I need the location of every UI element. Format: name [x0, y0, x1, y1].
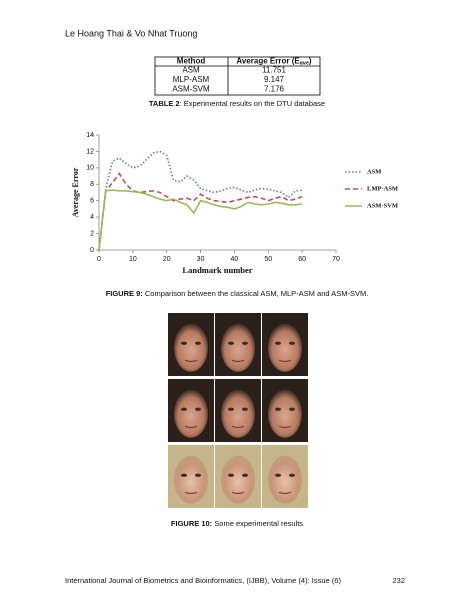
face	[221, 455, 255, 504]
face	[174, 323, 208, 372]
caption-label: FIGURE 9:	[106, 289, 143, 298]
running-header: Le Hoang Thai & Vo Nhat Truong	[65, 28, 197, 38]
y-tick-label: 8	[90, 181, 94, 188]
table-header: Method	[177, 57, 206, 66]
eye	[195, 473, 201, 477]
series-line	[98, 172, 303, 251]
caption-label: TABLE 2	[149, 99, 180, 108]
caption-label: FIGURE 10:	[171, 519, 212, 528]
x-tick-label: 50	[264, 256, 272, 263]
table: Method Average Error (Eave) ASM 11.751 MLP…	[154, 56, 321, 96]
eye	[181, 341, 187, 345]
eye	[242, 407, 248, 411]
table-cell: ASM-SVM	[172, 85, 210, 94]
x-tick-label: 0	[97, 256, 101, 263]
caption-text: Some experimental results	[212, 519, 303, 528]
eye	[181, 407, 187, 411]
table-header-end: )	[309, 57, 312, 66]
eye	[242, 473, 248, 477]
figure-caption: FIGURE 10: Some experimental results	[171, 519, 303, 528]
face	[174, 455, 208, 504]
y-tick-label: 4	[90, 214, 94, 221]
eye	[289, 341, 295, 345]
legend-label: ASM-SVM	[367, 202, 398, 209]
x-tick-label: 20	[163, 256, 171, 263]
y-tick-label: 10	[86, 165, 94, 172]
table-cell: ASM	[182, 66, 200, 75]
mouth	[184, 491, 198, 495]
table-cell: 9.147	[264, 75, 285, 84]
eye	[275, 473, 281, 477]
footer-page: 232	[392, 576, 405, 585]
mouth	[278, 359, 292, 363]
legend-label: ASM	[367, 168, 381, 175]
footer-journal: International Journal of Biometrics and …	[65, 576, 341, 585]
x-tick-label: 30	[197, 256, 205, 263]
eye	[275, 407, 281, 411]
eye	[289, 473, 295, 477]
legend-label: LMP-ASM	[367, 185, 398, 192]
table-cell: 11.751	[262, 66, 286, 75]
face	[221, 389, 255, 438]
table-header-sub: ave	[300, 61, 309, 67]
eye	[228, 473, 234, 477]
x-tick-label: 40	[231, 256, 239, 263]
x-tick-label: 10	[129, 256, 137, 263]
chart: 0 2 4 6 8 10 12 14 0 10 20 30 40 50 60 70 Landmark numbe…	[71, 132, 398, 275]
table-cell: 7.176	[264, 85, 285, 94]
eye	[228, 407, 234, 411]
table-header-text: Average Error (E	[236, 57, 300, 66]
series-line	[98, 150, 303, 251]
eye	[242, 341, 248, 345]
face	[221, 323, 255, 372]
y-tick-label: 2	[90, 230, 94, 237]
face	[268, 389, 302, 438]
mouth	[184, 359, 198, 363]
face-grid	[168, 313, 308, 508]
face	[268, 323, 302, 372]
y-tick-label: 14	[86, 132, 94, 139]
eye	[195, 407, 201, 411]
mouth	[231, 425, 245, 429]
series-line	[98, 189, 303, 251]
x-tick-label: 70	[332, 256, 340, 263]
mouth	[278, 491, 292, 495]
y-tick-label: 0	[90, 247, 94, 254]
mouth	[278, 425, 292, 429]
table-border	[154, 56, 321, 96]
mouth	[231, 359, 245, 363]
eye	[195, 341, 201, 345]
caption-text: Comparison between the classical ASM, ML…	[143, 289, 369, 298]
eye	[181, 473, 187, 477]
table-cell: MLP-ASM	[173, 75, 210, 84]
table-header: Average Error (Eave)	[236, 57, 311, 67]
y-tick-label: 12	[86, 148, 94, 155]
y-tick-label: 6	[90, 198, 94, 205]
figure-caption: FIGURE 9: Comparison between the classic…	[106, 289, 369, 298]
eye	[275, 341, 281, 345]
mouth	[231, 491, 245, 495]
table-caption: TABLE 2: Experimental results on the DTU…	[149, 99, 325, 108]
caption-text: : Experimental results on the DTU databa…	[180, 99, 326, 108]
y-axis-label: Average Error	[71, 167, 80, 217]
mouth	[184, 425, 198, 429]
x-tick-label: 60	[298, 256, 306, 263]
eye	[289, 407, 295, 411]
x-axis-label: Landmark number	[182, 265, 252, 275]
face	[268, 455, 302, 504]
face	[174, 389, 208, 438]
eye	[228, 341, 234, 345]
